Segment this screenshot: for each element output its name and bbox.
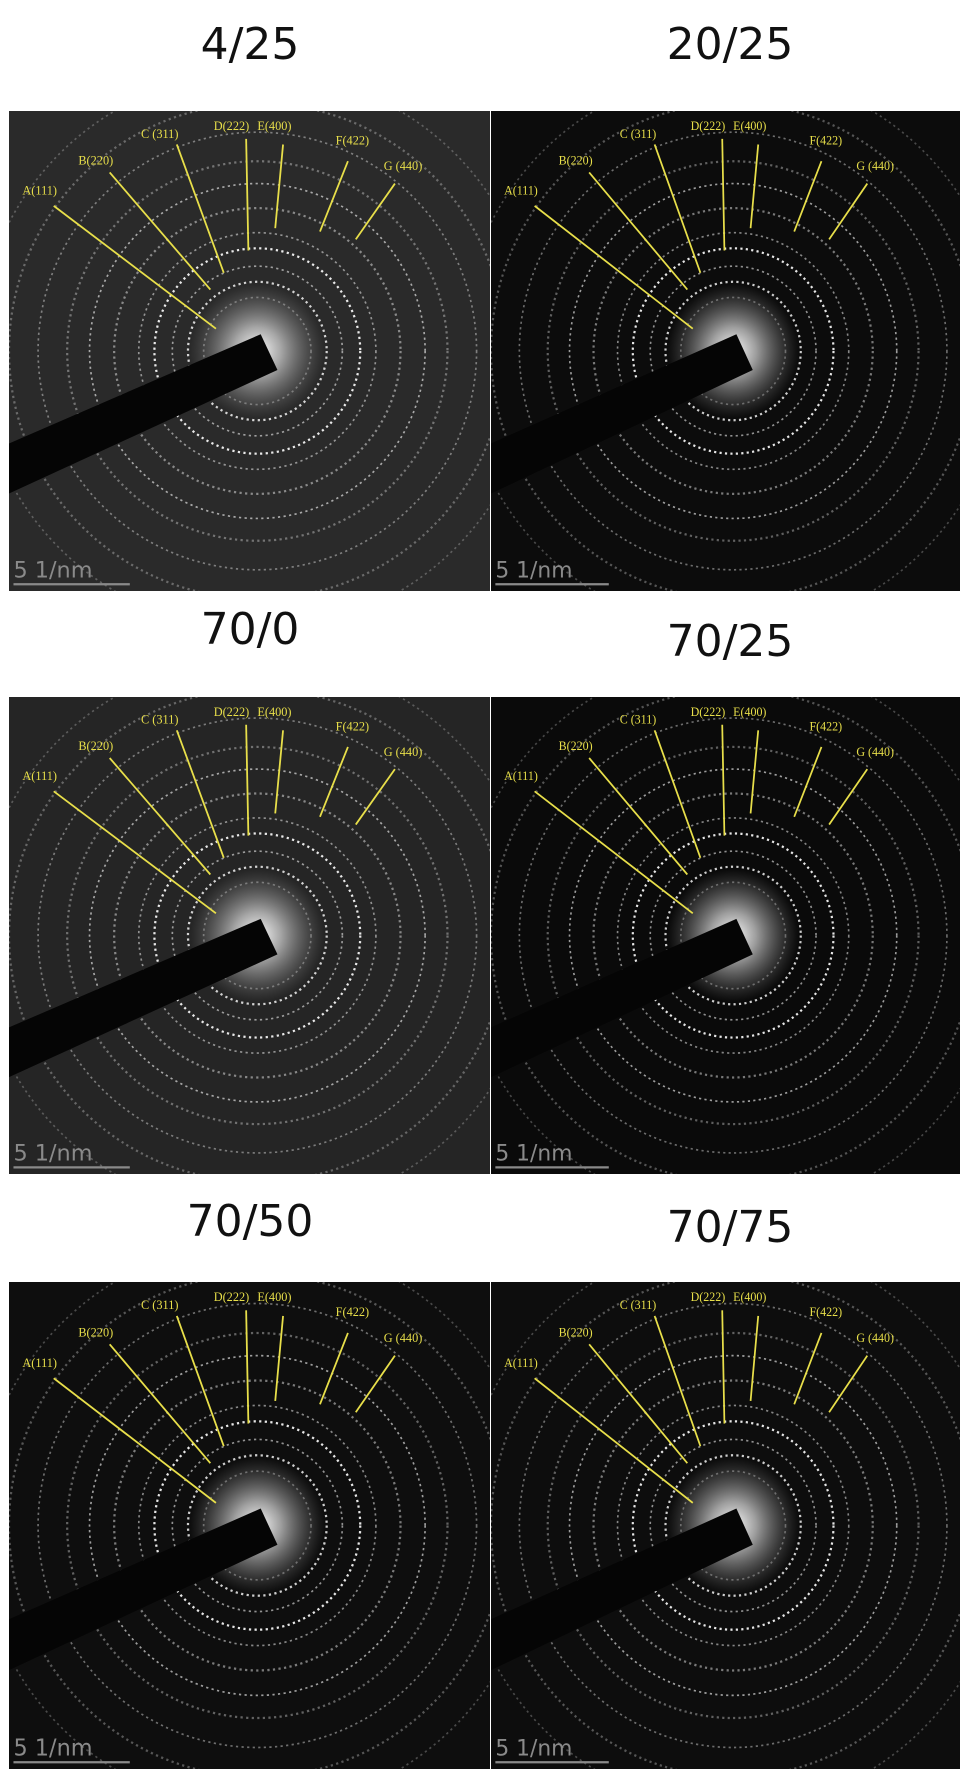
ring-label: C (311) — [141, 1298, 178, 1312]
ring-label: E(400) — [257, 705, 291, 719]
ring-label: B(220) — [559, 1325, 593, 1339]
panel-title: 70/50 — [100, 1192, 400, 1252]
ring-label: D(222) — [214, 705, 250, 719]
ring-label: A(111) — [504, 184, 538, 198]
diffraction-image: A(111) B(220) C (311) D(222) E(400) F(422) G (… — [9, 697, 490, 1174]
scale-bar-label: 5 1/nm — [13, 1141, 92, 1167]
ring-label: G (440) — [384, 159, 423, 173]
ring-label: F(422) — [336, 133, 369, 147]
diffraction-image: A(111) B(220) C (311) D(222) E(400) F(422) G (… — [491, 697, 960, 1174]
ring-label: B(220) — [78, 1325, 113, 1339]
ring-label: B(220) — [78, 154, 113, 168]
ring-label: B(220) — [78, 739, 113, 753]
ring-label: A(111) — [22, 1356, 57, 1370]
scale-bar-label: 5 1/nm — [495, 1735, 572, 1761]
ring-label: E(400) — [733, 705, 766, 719]
ring-label: G (440) — [856, 745, 894, 759]
scale-bar-label: 5 1/nm — [495, 558, 572, 583]
panel-title: 70/75 — [580, 1198, 880, 1258]
panel-title: 70/0 — [100, 600, 400, 660]
ring-label: B(220) — [559, 153, 593, 167]
panel-title: 70/25 — [580, 612, 880, 672]
ring-label: F(422) — [809, 1305, 842, 1319]
ring-label: D(222) — [214, 1290, 250, 1304]
ring-label: D(222) — [691, 119, 726, 133]
ring-label: G (440) — [856, 159, 894, 173]
ring-label: F(422) — [809, 719, 842, 733]
ring-label: B(220) — [559, 739, 593, 753]
ring-label: F(422) — [336, 719, 369, 733]
panel-title: 4/25 — [100, 15, 400, 75]
ring-label: D(222) — [691, 705, 726, 719]
diffraction-image: A(111) B(220) C (311) D(222) E(400) F(422) G (… — [9, 111, 490, 591]
scale-bar-label: 5 1/nm — [495, 1142, 572, 1167]
ring-label: E(400) — [733, 1290, 766, 1304]
ring-label: A(111) — [504, 1356, 538, 1370]
panel-title: 20/25 — [580, 15, 880, 75]
ring-label: C (311) — [141, 713, 178, 727]
scale-bar-label: 5 1/nm — [13, 558, 92, 584]
ring-label: E(400) — [257, 119, 291, 133]
ring-label: D(222) — [214, 119, 250, 133]
ring-label: C (311) — [620, 713, 657, 727]
ring-label: F(422) — [809, 133, 842, 147]
ring-label: C (311) — [141, 127, 178, 141]
ring-label: C (311) — [620, 127, 657, 141]
ring-label: A(111) — [22, 769, 57, 783]
diffraction-image: A(111) B(220) C (311) D(222) E(400) F(422) G (… — [491, 111, 960, 591]
diffraction-image: A(111) B(220) C (311) D(222) E(400) F(422) G (… — [9, 1282, 490, 1769]
diffraction-image: A(111) B(220) C (311) D(222) E(400) F(422) G (… — [491, 1282, 960, 1769]
ring-label: G (440) — [384, 745, 423, 759]
ring-label: A(111) — [504, 769, 538, 783]
ring-label: G (440) — [856, 1331, 894, 1345]
ring-label: D(222) — [691, 1290, 726, 1304]
figure: 4/25 A(111) B(220) C (311) D(222) E(400) F(422… — [0, 0, 965, 1769]
ring-label: G (440) — [384, 1331, 423, 1345]
ring-label: A(111) — [22, 184, 57, 198]
ring-label: E(400) — [733, 119, 766, 133]
scale-bar-label: 5 1/nm — [13, 1735, 92, 1761]
ring-label: E(400) — [257, 1290, 291, 1304]
ring-label: C (311) — [620, 1298, 657, 1312]
ring-label: F(422) — [336, 1305, 369, 1319]
